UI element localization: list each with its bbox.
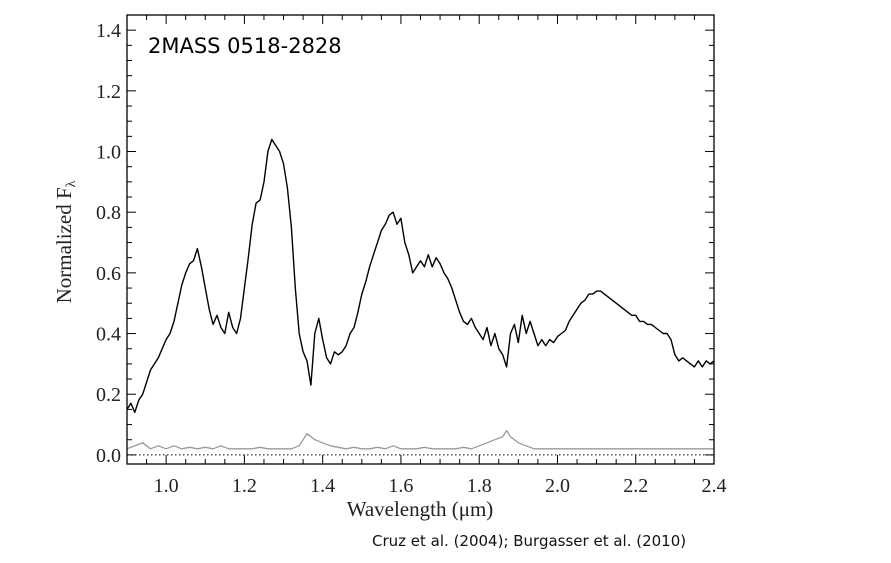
y-tick-label: 0.8 bbox=[96, 202, 121, 224]
x-axis-title: Wavelength (μm) bbox=[347, 497, 494, 521]
x-tick-label: 1.4 bbox=[310, 475, 335, 497]
x-tick-label: 2.0 bbox=[545, 475, 570, 497]
y-tick-label: 0.2 bbox=[96, 384, 121, 406]
object-name-annotation: 2MASS 0518-2828 bbox=[148, 34, 342, 58]
x-tick-label: 1.0 bbox=[154, 475, 179, 497]
y-axis-title-main: Normalized F bbox=[52, 187, 76, 303]
y-tick-label: 0.6 bbox=[96, 263, 121, 285]
y-axis-title: Normalized Fλ bbox=[52, 180, 79, 303]
y-tick-label: 1.2 bbox=[96, 81, 121, 103]
tick-labels: 1.0 1.2 1.4 1.6 1.8 2.0 2.2 2.4 0.0 0.2 0.4 0.6 0.8 1… bbox=[96, 20, 727, 497]
y-tick-label: 1.0 bbox=[96, 142, 121, 164]
y-tick-label: 0.0 bbox=[96, 445, 121, 467]
y-axis-title-subscript: λ bbox=[64, 180, 79, 187]
x-tick-label: 1.6 bbox=[388, 475, 413, 497]
spectrum-series-line bbox=[126, 138, 715, 414]
x-tick-label: 1.8 bbox=[467, 475, 492, 497]
x-tick-label: 1.2 bbox=[232, 475, 257, 497]
x-tick-label: 2.4 bbox=[702, 475, 727, 497]
y-tick-label: 0.4 bbox=[96, 324, 121, 346]
axis-ticks bbox=[126, 15, 715, 464]
y-tick-label: 1.4 bbox=[96, 20, 121, 42]
noise-series-line bbox=[126, 429, 714, 450]
plot-frame bbox=[126, 14, 715, 465]
x-tick-label: 2.2 bbox=[623, 475, 648, 497]
source-credit: Cruz et al. (2004); Burgasser et al. (20… bbox=[372, 532, 687, 550]
